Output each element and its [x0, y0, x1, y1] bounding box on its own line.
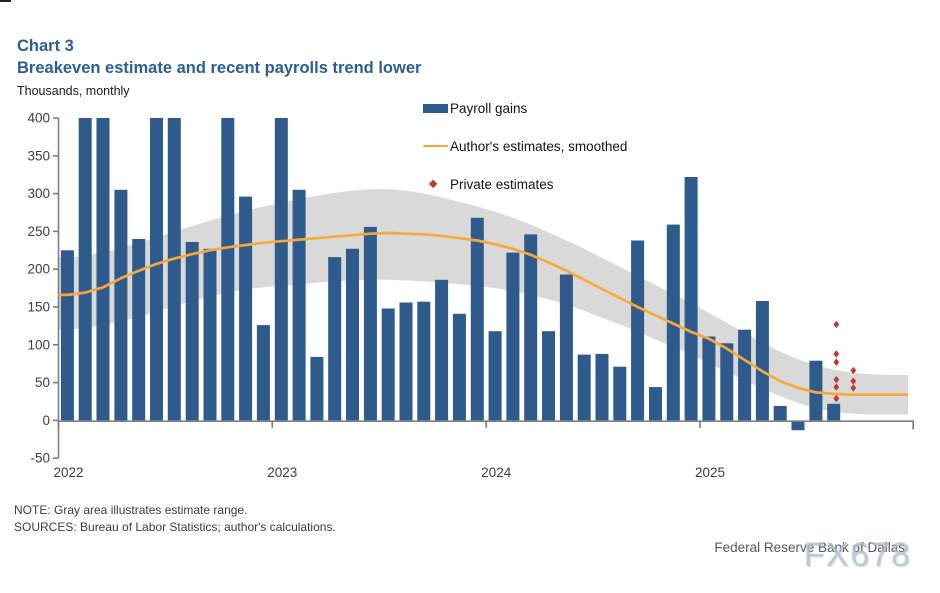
private-estimate-diamond — [850, 384, 857, 392]
private-estimate-diamond — [850, 377, 857, 385]
y-axis-labels: 400 350 300 250 200 150 100 50 0 -50 — [27, 111, 50, 466]
y-axis — [53, 117, 60, 460]
payroll-bar — [132, 239, 146, 421]
estimates-line-swatch-icon — [423, 144, 449, 148]
payroll-bar — [363, 226, 377, 421]
payroll-bar — [559, 274, 573, 421]
payroll-bar — [239, 196, 253, 421]
payroll-bar — [542, 331, 555, 421]
dallas-fed-attribution: Federal Reserve Bank of Dallas — [714, 540, 905, 555]
private-estimate-diamond — [833, 350, 840, 358]
payroll-bar — [470, 217, 484, 421]
private-estimates-diamond-icon — [423, 179, 449, 189]
payroll-bar — [524, 234, 538, 421]
svg-text:0: 0 — [42, 413, 50, 428]
private-estimates-points — [833, 320, 857, 403]
legend-item-payroll-gains: Payroll gains — [423, 100, 527, 116]
payroll-bar — [452, 313, 466, 421]
x-axis — [57, 420, 915, 430]
payroll-bar — [399, 302, 413, 421]
legend-label: Payroll gains — [450, 100, 528, 116]
svg-text:2024: 2024 — [481, 465, 512, 480]
payroll-bar — [150, 118, 163, 421]
payroll-bar — [328, 257, 342, 421]
payroll-bar — [256, 325, 270, 421]
note-text: NOTE: Gray area illustrates estimate ran… — [14, 503, 248, 517]
payroll-bar — [167, 118, 181, 421]
author-estimates-line — [58, 231, 908, 397]
private-estimate-diamond — [850, 366, 857, 375]
payroll-bar — [702, 336, 716, 421]
payroll-bar — [827, 403, 841, 421]
svg-text:250: 250 — [27, 224, 50, 239]
svg-text:150: 150 — [27, 300, 50, 315]
private-estimate-diamond — [833, 394, 840, 403]
svg-text:300: 300 — [27, 186, 50, 201]
svg-text:200: 200 — [27, 262, 50, 277]
payroll-bar — [809, 360, 823, 421]
payroll-bar — [738, 329, 752, 421]
payroll-bar — [60, 250, 74, 421]
payroll-bar — [435, 279, 449, 421]
payroll-bar — [185, 242, 199, 421]
payroll-bar — [720, 343, 734, 421]
fx678-watermark: FX678 — [804, 536, 912, 574]
legend-label: Private estimates — [450, 176, 554, 192]
payroll-bar — [114, 189, 128, 421]
private-estimate-diamond — [833, 375, 840, 384]
chart-title: Breakeven estimate and recent payrolls t… — [17, 59, 422, 77]
payroll-bar — [78, 118, 92, 421]
payroll-bar — [577, 354, 591, 421]
payroll-gains-bars — [60, 118, 841, 431]
payroll-bar — [631, 240, 645, 421]
payroll-bar — [595, 353, 609, 421]
payroll-bar — [613, 366, 627, 421]
payroll-bar — [96, 118, 110, 421]
payroll-bar — [755, 301, 769, 421]
payroll-bar — [773, 406, 787, 421]
svg-text:-50: -50 — [30, 451, 50, 466]
x-axis-labels: 2022 2023 2024 2025 — [53, 465, 725, 480]
payroll-bar — [488, 331, 502, 421]
legend-item-private-estimates: Private estimates — [423, 176, 554, 192]
payroll-gains-bar-swatch-icon — [423, 103, 449, 113]
estimate-range-band — [58, 189, 908, 415]
svg-text:350: 350 — [27, 148, 50, 163]
payroll-bar — [292, 189, 306, 421]
payroll-bar — [274, 118, 288, 421]
payroll-bar — [649, 387, 662, 421]
private-estimate-diamond — [833, 320, 840, 329]
payroll-bar — [346, 248, 359, 421]
svg-text:2023: 2023 — [267, 465, 297, 480]
payroll-bar — [203, 248, 217, 421]
svg-text:400: 400 — [27, 111, 50, 126]
private-estimate-diamond — [833, 358, 840, 366]
payroll-bar — [506, 252, 520, 421]
payroll-bar — [310, 356, 324, 421]
payroll-bar — [684, 177, 698, 421]
svg-text:2025: 2025 — [695, 465, 725, 480]
chart-number-label: Chart 3 — [17, 37, 74, 55]
legend-label: Author's estimates, smoothed — [450, 138, 628, 154]
payroll-bar — [221, 118, 235, 421]
svg-text:2022: 2022 — [53, 465, 83, 480]
sources-text: SOURCES: Bureau of Labor Statistics; aut… — [14, 520, 336, 534]
chart-units-label: Thousands, monthly — [17, 84, 130, 98]
payroll-bar — [417, 301, 431, 421]
payroll-bar — [791, 420, 805, 431]
screenshot-edge-artifact — [0, 0, 11, 2]
svg-text:50: 50 — [35, 375, 50, 390]
private-estimate-diamond — [833, 383, 840, 391]
svg-text:100: 100 — [27, 337, 50, 352]
legend-item-author-estimates: Author's estimates, smoothed — [423, 138, 627, 154]
payroll-bar — [381, 308, 395, 421]
